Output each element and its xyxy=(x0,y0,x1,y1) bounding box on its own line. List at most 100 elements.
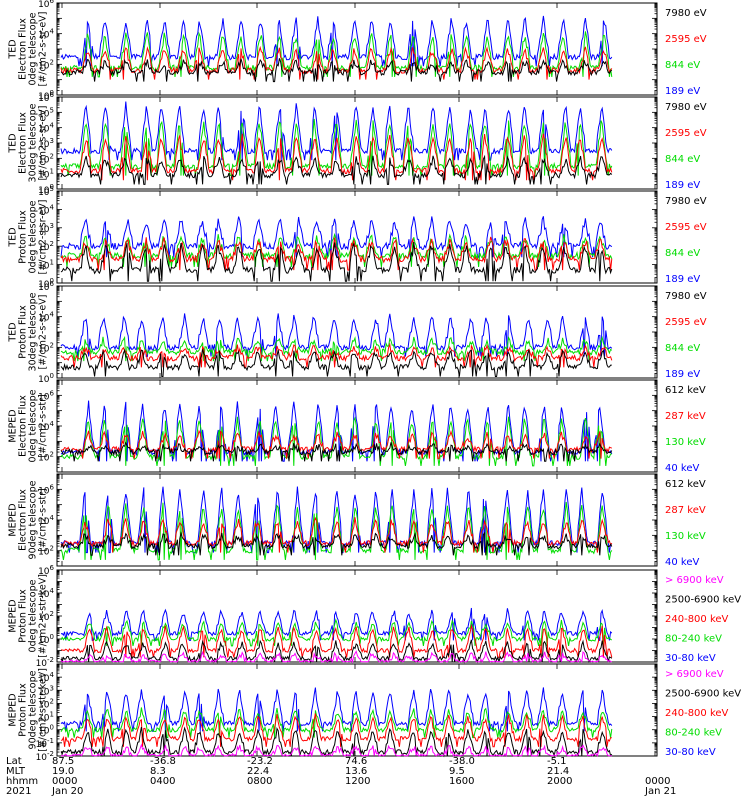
x-tick-hhmm: 0000 xyxy=(52,776,77,787)
y-axis-label-line: TED xyxy=(8,133,19,153)
legend-entry: 7980 eV xyxy=(665,196,707,207)
legend-entry: 844 eV xyxy=(665,60,700,71)
x-tick-lat: -38.0 xyxy=(449,756,475,767)
y-tick-exponent: 0 xyxy=(50,183,54,191)
series-trace xyxy=(60,236,613,271)
y-axis-label-line: MEPED xyxy=(8,693,19,726)
y-tick-exponent: 6 xyxy=(50,91,55,99)
y-tick-exponent: 4 xyxy=(50,122,55,130)
legend-entry: 189 eV xyxy=(665,86,700,97)
x-tick-date: Jan 20 xyxy=(51,786,83,797)
x-tick-hhmm: 2000 xyxy=(547,776,572,787)
y-axis-label-line: [#/cm2-s-sr-eV] xyxy=(38,106,49,181)
series-trace xyxy=(60,726,613,758)
legend-entry: 287 keV xyxy=(665,505,706,516)
y-tick-label: 100 xyxy=(38,372,54,385)
series-trace xyxy=(60,607,613,641)
y-tick-exponent: 6 xyxy=(50,564,55,572)
y-tick-exponent: 3 xyxy=(50,684,54,692)
y-tick-exponent: 2 xyxy=(50,240,54,248)
y-tick-exponent: 6 xyxy=(50,280,55,288)
plot-frame xyxy=(56,190,658,284)
series-trace xyxy=(60,31,613,78)
series-trace xyxy=(60,713,612,748)
row-label-year: 2021 xyxy=(6,786,31,797)
y-tick-exponent: 1 xyxy=(50,711,54,719)
legend-entry: > 6900 keV xyxy=(665,575,724,586)
x-tick-hhmm: 0800 xyxy=(247,776,272,787)
series-trace xyxy=(60,15,613,67)
legend-entry: 40 keV xyxy=(665,463,699,474)
row-label-mlt: MLT xyxy=(6,766,26,777)
y-axis-label-line: MEPED xyxy=(8,409,19,442)
y-axis-label-line: 0deg telescope xyxy=(28,389,39,462)
x-tick-hhmm: 1200 xyxy=(345,776,370,787)
x-tick-mlt: 9.5 xyxy=(449,766,465,777)
y-tick-exponent: 0 xyxy=(50,372,54,380)
legend-entry: 130 keV xyxy=(665,437,706,448)
x-tick-mlt: 13.6 xyxy=(345,766,367,777)
series-trace xyxy=(61,743,612,758)
x-tick-mlt: 22.4 xyxy=(247,766,269,777)
y-tick-exponent: 6 xyxy=(50,483,55,491)
y-tick-exponent: 0 xyxy=(50,633,54,641)
y-axis-label-line: MEPED xyxy=(8,599,19,632)
y-tick-exponent: -2 xyxy=(47,656,54,664)
series-trace xyxy=(60,241,613,282)
series-trace xyxy=(60,342,613,368)
x-tick-mlt: 21.4 xyxy=(547,766,569,777)
y-axis-label-line: MEPED xyxy=(8,503,19,536)
legend-entry: 844 eV xyxy=(665,343,700,354)
series-trace xyxy=(60,45,613,80)
y-tick-exponent: 4 xyxy=(50,514,55,522)
y-tick-exponent: 4 xyxy=(50,420,55,428)
y-tick-exponent: 0 xyxy=(50,89,54,97)
x-tick-lat: -23.2 xyxy=(247,756,273,767)
x-tick-hhmm: 0400 xyxy=(150,776,175,787)
y-axis-label-line: 30deg telescope xyxy=(28,292,39,371)
series-trace xyxy=(60,313,613,357)
series-trace xyxy=(60,335,613,362)
series-trace xyxy=(60,650,612,664)
legend-entry: 2595 eV xyxy=(665,317,707,328)
x-tick-lat: -36.8 xyxy=(150,756,176,767)
y-axis-label-line: 0deg telescope xyxy=(28,200,39,273)
x-tick-mlt: 19.0 xyxy=(52,766,74,777)
series-trace xyxy=(60,639,613,664)
y-tick-exponent: 4 xyxy=(50,28,55,36)
y-tick-exponent: 3 xyxy=(50,137,54,145)
legend-entry: 2595 eV xyxy=(665,34,707,45)
legend-entry: 30-80 keV xyxy=(665,747,716,758)
row-label-lat: Lat xyxy=(6,756,22,767)
y-tick-exponent: 0 xyxy=(50,277,54,285)
legend-entry: 844 eV xyxy=(665,154,700,165)
y-axis-label-line: [#/cm2-s-str] xyxy=(38,394,49,457)
y-tick-exponent: 2 xyxy=(50,451,54,459)
y-tick-exponent: 2 xyxy=(50,697,54,705)
row-label-hhmm: hhmm xyxy=(6,776,38,787)
y-tick-exponent: 6 xyxy=(50,389,55,397)
y-tick-exponent: -2 xyxy=(47,750,54,758)
legend-entry: 287 keV xyxy=(665,411,706,422)
y-axis-label-line: TED xyxy=(8,227,19,247)
y-tick-exponent: 3 xyxy=(50,222,54,230)
legend-entry: > 6900 keV xyxy=(665,669,724,680)
series-trace xyxy=(60,133,613,181)
y-tick-exponent: 0 xyxy=(50,724,54,732)
y-axis-label-line: 90deg telescope xyxy=(28,670,39,749)
y-tick-exponent: 4 xyxy=(50,587,55,595)
y-tick-exponent: 4 xyxy=(50,671,55,679)
y-axis-label-line: Proton Flux xyxy=(18,305,29,359)
y-tick-exponent: 1 xyxy=(50,259,54,267)
legend-entry: 189 eV xyxy=(665,369,700,380)
y-tick-label: 106 xyxy=(38,0,54,10)
y-axis-label-line: TED xyxy=(8,322,19,342)
y-axis-label-line: TED xyxy=(8,39,19,59)
y-axis-label-line: Proton Flux xyxy=(18,683,29,737)
y-tick-exponent: 2 xyxy=(50,610,54,618)
